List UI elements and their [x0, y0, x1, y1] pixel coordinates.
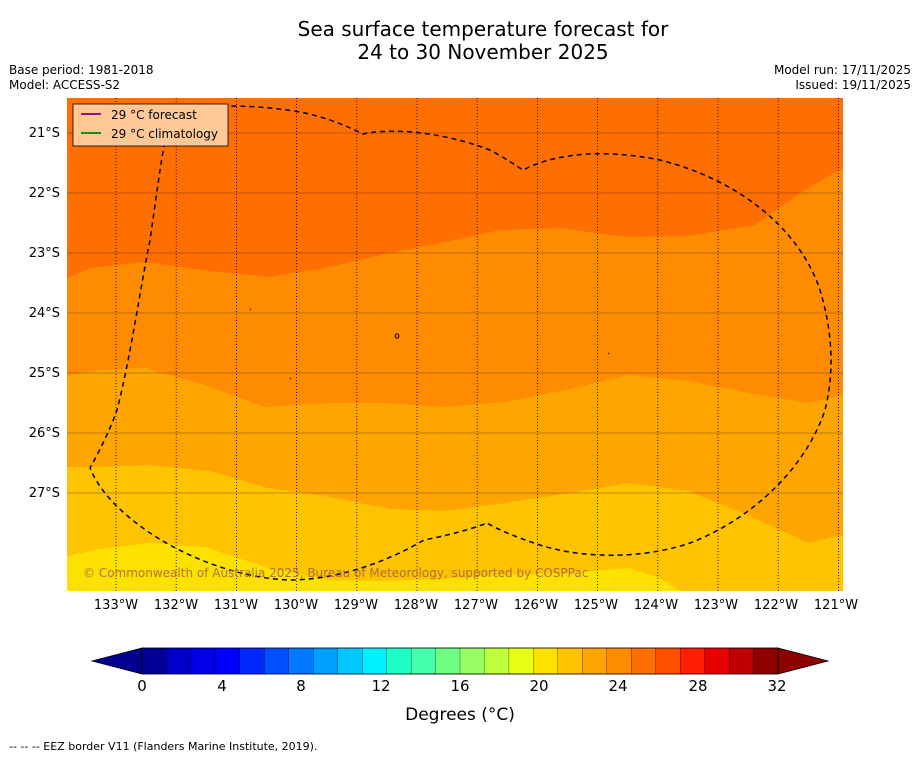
colorbar-cells: [141, 647, 779, 675]
colorbar-cell: [239, 647, 265, 675]
lon-label: 127°W: [453, 598, 499, 613]
colorbar-cell: [459, 647, 486, 675]
base-period: Base period: 1981-2018: [9, 63, 154, 77]
copyright-text: © Commonwealth of Australia 2025, Bureau…: [83, 566, 588, 580]
colorbar-cell: [190, 647, 216, 675]
lat-label: 21°S: [28, 126, 60, 141]
colorbar-frame: [141, 647, 779, 675]
lon-label: 131°W: [213, 598, 259, 613]
colorbar-title: Degrees (°C): [405, 705, 515, 725]
lat-label: 25°S: [28, 366, 60, 381]
model-run: Model run: 17/11/2025: [773, 63, 911, 77]
legend-box: [72, 103, 229, 147]
colorbar-cell: [361, 647, 388, 675]
colorbar-cell: [313, 647, 339, 675]
island: [394, 333, 400, 339]
lat-label: 22°S: [28, 186, 60, 201]
lon-label: 128°W: [393, 598, 439, 613]
colorbar-tick-label: 32: [767, 677, 787, 695]
lat-label: 27°S: [28, 486, 60, 501]
colorbar-tick-label: 0: [137, 677, 147, 695]
lon-label: 133°W: [93, 598, 139, 613]
colorbar-cell: [215, 647, 241, 675]
colorbar-cell: [728, 647, 755, 675]
colorbar: [90, 647, 830, 675]
colorbar-tick-label: 8: [296, 677, 306, 695]
colorbar-cell: [582, 647, 608, 675]
colorbar-cell: [753, 647, 779, 675]
sst-band-22-24: [67, 465, 843, 591]
lat-label: 23°S: [28, 246, 60, 261]
map-legend: 29 °C forecast 29 °C climatology: [72, 103, 229, 147]
lat-label: 26°S: [28, 426, 60, 441]
colorbar-over-arrow: [777, 647, 830, 675]
lon-label: 130°W: [273, 598, 319, 613]
colorbar-cell: [410, 647, 437, 675]
colorbar-tick-label: 4: [217, 677, 227, 695]
islands: [249, 308, 610, 380]
colorbar-cell: [288, 647, 314, 675]
colorbar-cell: [606, 647, 632, 675]
island: [607, 352, 610, 355]
island: [249, 308, 252, 311]
colorbar-cell: [141, 647, 168, 675]
colorbar-cell: [166, 647, 192, 675]
lon-label: 123°W: [693, 598, 739, 613]
colorbar-cell: [386, 647, 412, 675]
issued-date: Issued: 19/11/2025: [795, 78, 911, 92]
sst-band-20-22: [67, 543, 680, 591]
colorbar-tick-label: 12: [371, 677, 391, 695]
colorbar-cell: [704, 647, 730, 675]
lon-label: 124°W: [633, 598, 679, 613]
lon-label: 125°W: [573, 598, 619, 613]
meta-right: Model run: 17/11/2025 Issued: 19/11/2025: [774, 63, 911, 93]
chart-title: Sea surface temperature forecast for 24 …: [0, 18, 919, 64]
lon-label: 132°W: [153, 598, 199, 613]
legend-forecast-label: 29 °C forecast: [111, 108, 197, 122]
colorbar-tick-label: 20: [529, 677, 549, 695]
title-line-1: Sea surface temperature forecast for: [297, 17, 669, 41]
meta-left: Base period: 1981-2018 Model: ACCESS-S2: [9, 63, 154, 93]
colorbar-cell: [631, 647, 657, 675]
sst-map: © Commonwealth of Australia 2025, Bureau…: [67, 98, 843, 591]
lat-label: 24°S: [28, 306, 60, 321]
eez-border: [89, 105, 832, 581]
eez-footer-note: -- -- -- EEZ border V11 (Flanders Marine…: [9, 740, 318, 753]
model-name: Model: ACCESS-S2: [9, 78, 121, 92]
legend-climatology-label: 29 °C climatology: [111, 127, 218, 141]
colorbar-cell: [533, 647, 559, 675]
colorbar-tick-label: 28: [688, 677, 708, 695]
colorbar-cell: [508, 647, 534, 675]
colorbar-cell: [337, 647, 363, 675]
island: [289, 377, 292, 380]
lon-label: 122°W: [753, 598, 799, 613]
lon-label: 121°W: [813, 598, 859, 613]
colorbar-cell: [484, 647, 510, 675]
colorbar-tick-label: 24: [608, 677, 628, 695]
colorbar-under-arrow: [90, 647, 143, 675]
colorbar-cell: [435, 647, 461, 675]
title-line-2: 24 to 30 November 2025: [357, 40, 609, 64]
colorbar-cell: [264, 647, 290, 675]
colorbar-cell: [557, 647, 583, 675]
colorbar-tick-label: 16: [450, 677, 470, 695]
lon-label: 126°W: [513, 598, 559, 613]
colorbar-cell: [655, 647, 681, 675]
colorbar-cell: [680, 647, 706, 675]
lon-label: 129°W: [333, 598, 379, 613]
